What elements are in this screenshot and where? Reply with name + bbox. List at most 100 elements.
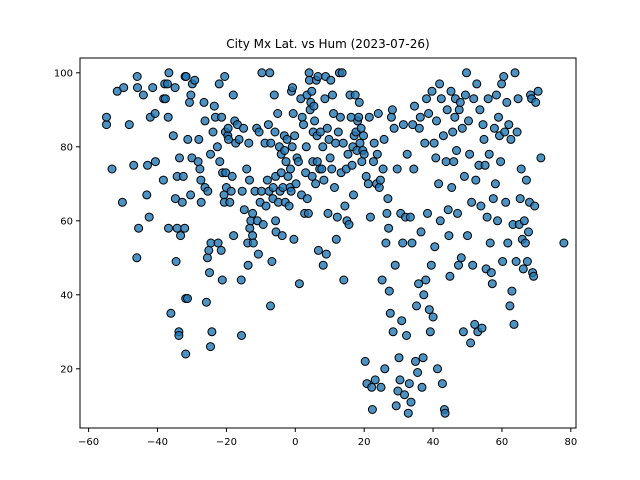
data-point	[267, 257, 277, 266]
data-point	[331, 138, 341, 148]
data-point	[424, 305, 434, 315]
data-point	[170, 194, 180, 204]
data-point	[453, 208, 462, 218]
data-point	[129, 160, 139, 170]
data-point	[186, 90, 196, 100]
data-point	[163, 112, 173, 122]
data-point	[441, 157, 451, 167]
data-point	[409, 164, 419, 174]
data-point	[454, 105, 464, 115]
data-point	[395, 375, 405, 385]
data-point	[344, 220, 354, 229]
data-point	[406, 397, 416, 407]
data-point	[372, 149, 382, 159]
data-point	[457, 123, 467, 133]
data-point	[388, 327, 398, 337]
data-point	[452, 146, 461, 155]
data-point	[214, 79, 224, 89]
data-point	[383, 194, 393, 204]
data-point	[183, 134, 193, 144]
data-point	[174, 331, 184, 340]
data-point	[119, 83, 129, 93]
data-point	[420, 138, 430, 148]
data-point	[166, 308, 176, 318]
data-point	[202, 253, 212, 263]
data-point	[224, 134, 233, 144]
data-point	[107, 164, 117, 174]
y-axis-ticks: 20 40 60 80 100	[54, 68, 80, 375]
data-point	[529, 271, 539, 281]
data-point	[515, 194, 525, 204]
data-point	[408, 120, 418, 130]
data-point	[485, 238, 495, 248]
data-point	[301, 142, 311, 152]
data-point	[416, 227, 426, 237]
y-tick-label: 60	[60, 216, 73, 227]
data-point	[462, 68, 471, 78]
data-point	[226, 186, 236, 196]
data-point	[516, 164, 526, 174]
data-point	[286, 186, 296, 196]
data-point	[239, 123, 249, 133]
data-point	[478, 120, 488, 130]
data-point	[442, 105, 452, 115]
points-layer	[102, 68, 569, 418]
data-point	[288, 109, 298, 118]
data-point	[404, 379, 414, 389]
data-point	[257, 68, 267, 78]
data-point	[431, 153, 441, 163]
data-point	[245, 223, 255, 233]
data-point	[391, 401, 401, 411]
data-point	[475, 105, 485, 115]
data-point	[245, 175, 254, 185]
data-point	[133, 83, 142, 93]
x-tick-label: −60	[78, 437, 99, 448]
data-point	[387, 105, 397, 115]
data-point	[186, 190, 196, 200]
data-point	[435, 216, 445, 226]
data-point	[411, 356, 420, 366]
data-point	[413, 368, 423, 377]
data-point	[385, 308, 395, 318]
data-point	[393, 386, 403, 396]
data-point	[327, 164, 337, 174]
data-point	[520, 238, 530, 248]
data-point	[418, 353, 428, 363]
data-point	[134, 223, 144, 233]
data-point	[412, 301, 421, 311]
data-point	[263, 120, 273, 130]
data-point	[176, 231, 186, 241]
data-point	[286, 164, 295, 174]
data-point	[414, 279, 424, 289]
data-point	[220, 72, 230, 81]
data-point	[318, 260, 328, 270]
data-point	[392, 164, 402, 174]
data-point	[446, 86, 456, 96]
data-point	[429, 138, 439, 148]
data-point	[422, 94, 431, 104]
data-point	[304, 68, 314, 78]
data-point	[284, 201, 294, 211]
data-point	[522, 257, 532, 266]
data-point	[248, 208, 258, 218]
data-point	[280, 146, 290, 155]
data-point	[533, 86, 543, 96]
data-point	[164, 223, 173, 233]
data-point	[370, 375, 380, 385]
y-tick-label: 100	[54, 68, 73, 79]
data-point	[302, 194, 312, 204]
data-point	[310, 116, 320, 126]
data-point	[124, 120, 134, 130]
data-point	[559, 238, 569, 248]
data-point	[180, 223, 190, 233]
data-point	[172, 223, 182, 233]
data-point	[297, 112, 307, 122]
data-point	[454, 260, 463, 270]
data-point	[313, 245, 323, 255]
data-point	[397, 316, 407, 326]
data-point	[503, 238, 513, 248]
data-point	[489, 123, 499, 133]
data-point	[318, 142, 328, 152]
data-point	[307, 86, 317, 96]
